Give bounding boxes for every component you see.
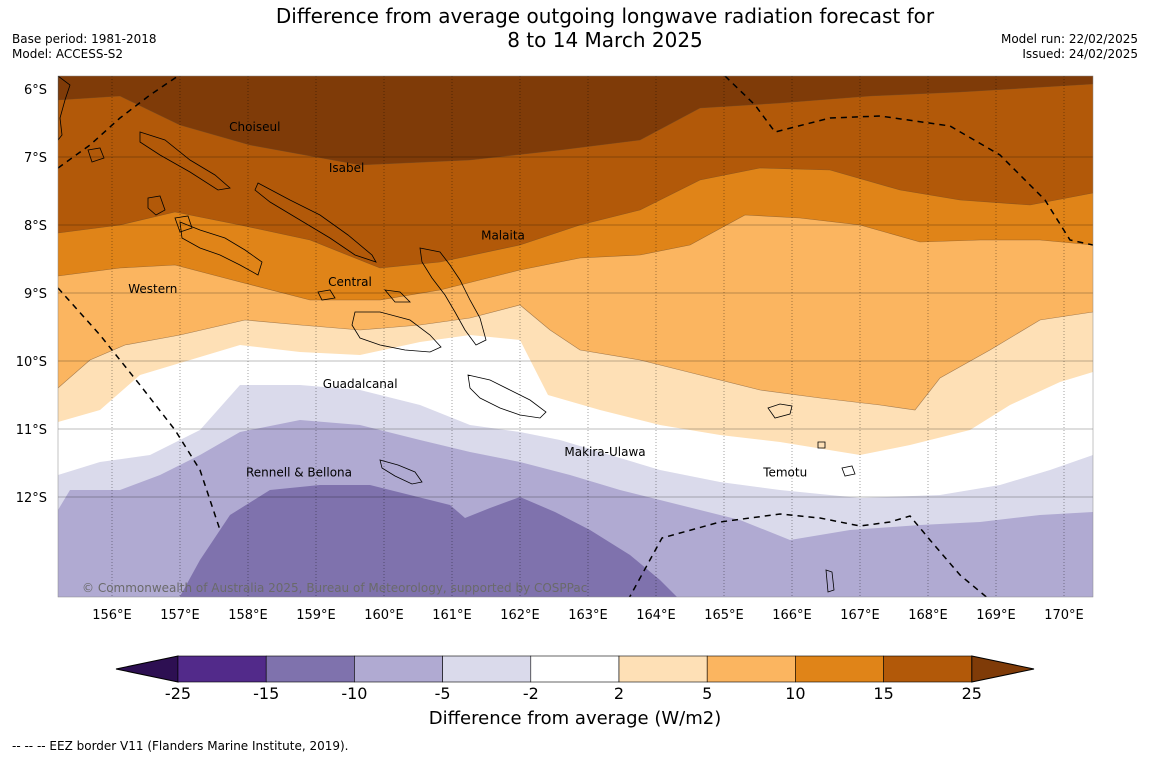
issued-text: Issued: 24/02/2025 bbox=[1022, 47, 1138, 61]
colorbar-tick-label: -2 bbox=[523, 684, 539, 703]
colorbar: -25 -15 -10 -5 -2 2 5 10 15 25 bbox=[115, 655, 1035, 703]
lon-tick-label: 168°E bbox=[908, 608, 948, 623]
lon-tick-label: 169°E bbox=[976, 608, 1016, 623]
guadalcanal-island bbox=[351, 311, 442, 353]
region-label: Temotu bbox=[762, 466, 807, 480]
colorbar-tick-label: 2 bbox=[614, 684, 624, 703]
region-label: Central bbox=[328, 275, 372, 289]
model-run-text: Model run: 22/02/2025 bbox=[1000, 32, 1138, 46]
region-label: Western bbox=[128, 282, 177, 296]
colorbar-over-arrow bbox=[971, 655, 1035, 683]
region-label: Isabel bbox=[329, 161, 364, 175]
lon-tick-label: 161°E bbox=[432, 608, 472, 623]
region-label: Makira-Ulawa bbox=[564, 445, 645, 459]
lat-tick-label: 8°S bbox=[24, 219, 47, 234]
lon-tick-label: 156°E bbox=[92, 608, 132, 623]
map-frame bbox=[57, 75, 1094, 598]
longitude-labels: 156°E 157°E 158°E 159°E 160°E 161°E 162°E 163°E… bbox=[92, 608, 1084, 623]
region-label: Rennell & Bellona bbox=[246, 466, 352, 480]
lat-tick-label: 12°S bbox=[16, 491, 47, 506]
kolombangara-island bbox=[174, 215, 193, 233]
chart-title-line1: Difference from average outgoing longwav… bbox=[275, 4, 935, 28]
lat-tick-label: 9°S bbox=[24, 287, 47, 302]
rennell-island bbox=[379, 459, 423, 485]
colorbar-tick-label: -5 bbox=[435, 684, 451, 703]
model-text: Model: ACCESS-S2 bbox=[12, 47, 124, 61]
colorbar-title: Difference from average (W/m2) bbox=[428, 708, 722, 729]
latitude-labels: 6°S 7°S 8°S 9°S 10°S 11°S 12°S bbox=[16, 83, 47, 506]
malaita-island bbox=[419, 247, 487, 346]
colorbar-segment bbox=[442, 655, 532, 683]
copyright-text: © Commonwealth of Australia 2025, Bureau… bbox=[82, 581, 587, 595]
colorbar-tick-label: 15 bbox=[873, 684, 893, 703]
colorbar-tick-label: 5 bbox=[702, 684, 712, 703]
map-gridlines bbox=[57, 75, 1094, 598]
band-minus25-minus15 bbox=[179, 485, 677, 597]
russell-islands bbox=[384, 289, 411, 303]
colorbar-segment bbox=[706, 655, 796, 683]
eez-border bbox=[58, 76, 1093, 597]
colorbar-tick-label: -25 bbox=[165, 684, 191, 703]
anuta-island bbox=[825, 569, 835, 593]
florida-islands bbox=[317, 289, 336, 301]
region-label: Choiseul bbox=[229, 120, 280, 134]
lat-tick-label: 6°S bbox=[24, 83, 47, 98]
santa-cruz-island bbox=[767, 403, 793, 419]
chart-title-line2: 8 to 14 March 2025 bbox=[507, 28, 703, 52]
vanikoro-island bbox=[817, 441, 826, 449]
new-georgia-island bbox=[179, 221, 263, 276]
colorbar-segment bbox=[265, 655, 355, 683]
bougainville-coast bbox=[58, 76, 71, 141]
lon-tick-label: 166°E bbox=[772, 608, 812, 623]
contour-bands bbox=[58, 76, 1093, 597]
colorbar-segment bbox=[354, 655, 443, 683]
lon-tick-label: 158°E bbox=[228, 608, 268, 623]
choiseul-island bbox=[139, 131, 231, 191]
vella-lavella-island bbox=[147, 195, 166, 216]
bougainville-islet-a bbox=[87, 147, 105, 163]
colorbar-tick-label: 25 bbox=[962, 684, 982, 703]
lon-tick-label: 159°E bbox=[296, 608, 336, 623]
region-label: Guadalcanal bbox=[323, 377, 398, 391]
colorbar-segment bbox=[795, 655, 884, 683]
isabel-island bbox=[254, 182, 377, 263]
lat-tick-label: 7°S bbox=[24, 151, 47, 166]
region-labels: Choiseul Isabel Malaita Western Central Guada… bbox=[128, 120, 807, 479]
colorbar-segment bbox=[883, 655, 973, 683]
colorbar-segment bbox=[530, 655, 620, 683]
lon-tick-label: 170°E bbox=[1044, 608, 1084, 623]
lon-tick-label: 165°E bbox=[704, 608, 744, 623]
base-period-text: Base period: 1981-2018 bbox=[12, 32, 157, 46]
tikopia-island bbox=[841, 465, 856, 477]
lon-tick-label: 164°E bbox=[636, 608, 676, 623]
colorbar-tick-label: -10 bbox=[341, 684, 367, 703]
lon-tick-label: 160°E bbox=[364, 608, 404, 623]
eez-legend-text: -- -- -- EEZ border V11 (Flanders Marine… bbox=[12, 739, 349, 753]
colorbar-tick-label: -15 bbox=[253, 684, 279, 703]
lon-tick-label: 163°E bbox=[568, 608, 608, 623]
lon-tick-label: 157°E bbox=[160, 608, 200, 623]
colorbar-under-arrow bbox=[115, 655, 179, 683]
lon-tick-label: 167°E bbox=[840, 608, 880, 623]
makira-island bbox=[467, 374, 547, 419]
colorbar-segment bbox=[177, 655, 267, 683]
coastlines bbox=[58, 76, 856, 593]
colorbar-segment bbox=[618, 655, 708, 683]
region-label: Malaita bbox=[481, 228, 525, 242]
lon-tick-label: 162°E bbox=[500, 608, 540, 623]
lat-tick-label: 10°S bbox=[16, 355, 47, 370]
colorbar-tick-label: 10 bbox=[785, 684, 805, 703]
lat-tick-label: 11°S bbox=[16, 423, 47, 438]
